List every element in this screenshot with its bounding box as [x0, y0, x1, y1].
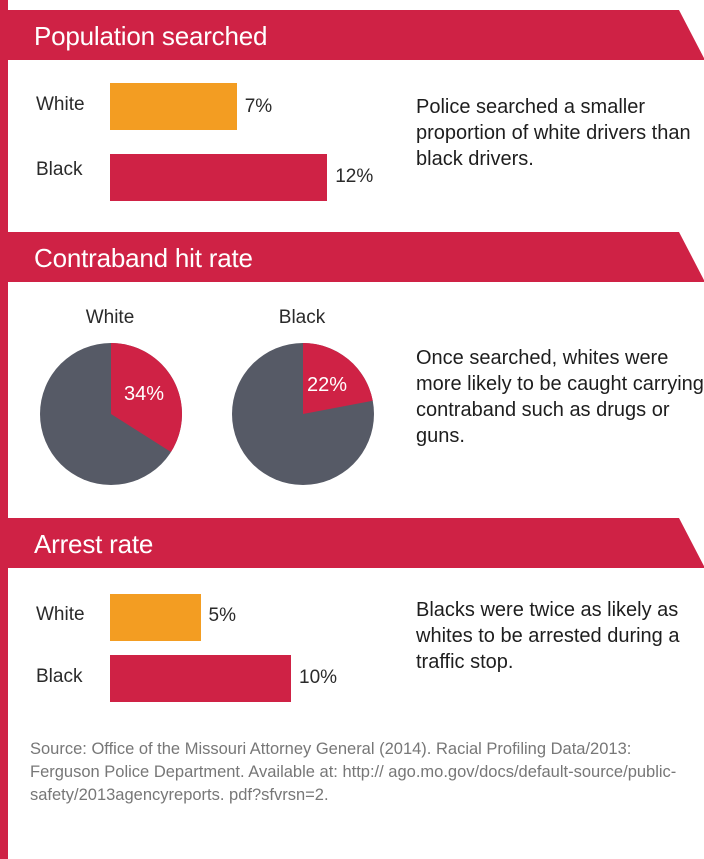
- section-title: Arrest rate: [34, 529, 154, 559]
- pie-title-black: Black: [278, 307, 326, 328]
- section-header-arrest-rate: Arrest rate: [8, 518, 704, 568]
- pie-chart-black: [232, 343, 374, 485]
- section-title: Population searched: [34, 21, 268, 51]
- bar-value-white: 5%: [208, 605, 236, 626]
- bar-black: [110, 655, 291, 702]
- bar-label-white: White: [36, 604, 85, 625]
- pie-slice-highlight: [303, 343, 373, 414]
- bar-black: [110, 154, 328, 201]
- section-note: Once searched, whites were more likely t…: [416, 347, 704, 447]
- section-note: Blacks were twice as likely as whites to…: [416, 599, 680, 673]
- bar-white: [110, 83, 237, 130]
- bar-value-white: 7%: [244, 96, 273, 117]
- section-header-population-searched: Population searched: [8, 10, 704, 60]
- left-accent-rule: [0, 0, 8, 859]
- pie-slice-label-white: 34%: [124, 383, 165, 405]
- source-citation: Source: Office of the Missouri Attorney …: [30, 740, 677, 804]
- bar-label-black: Black: [36, 666, 83, 687]
- section-note: Police searched a smaller proportion of …: [416, 96, 691, 170]
- pie-slice-highlight: [111, 343, 182, 453]
- section-title: Contraband hit rate: [34, 243, 253, 273]
- bar-value-black: 10%: [299, 667, 338, 688]
- pie-slice-label-black: 22%: [307, 374, 348, 396]
- pie-chart-white: [40, 343, 182, 485]
- bar-label-white: White: [36, 94, 85, 115]
- pie-title-white: White: [85, 307, 135, 328]
- section-header-contraband-hit-rate: Contraband hit rate: [8, 232, 704, 282]
- bar-label-black: Black: [36, 159, 83, 180]
- bar-value-black: 12%: [335, 166, 374, 187]
- bar-white: [110, 594, 201, 641]
